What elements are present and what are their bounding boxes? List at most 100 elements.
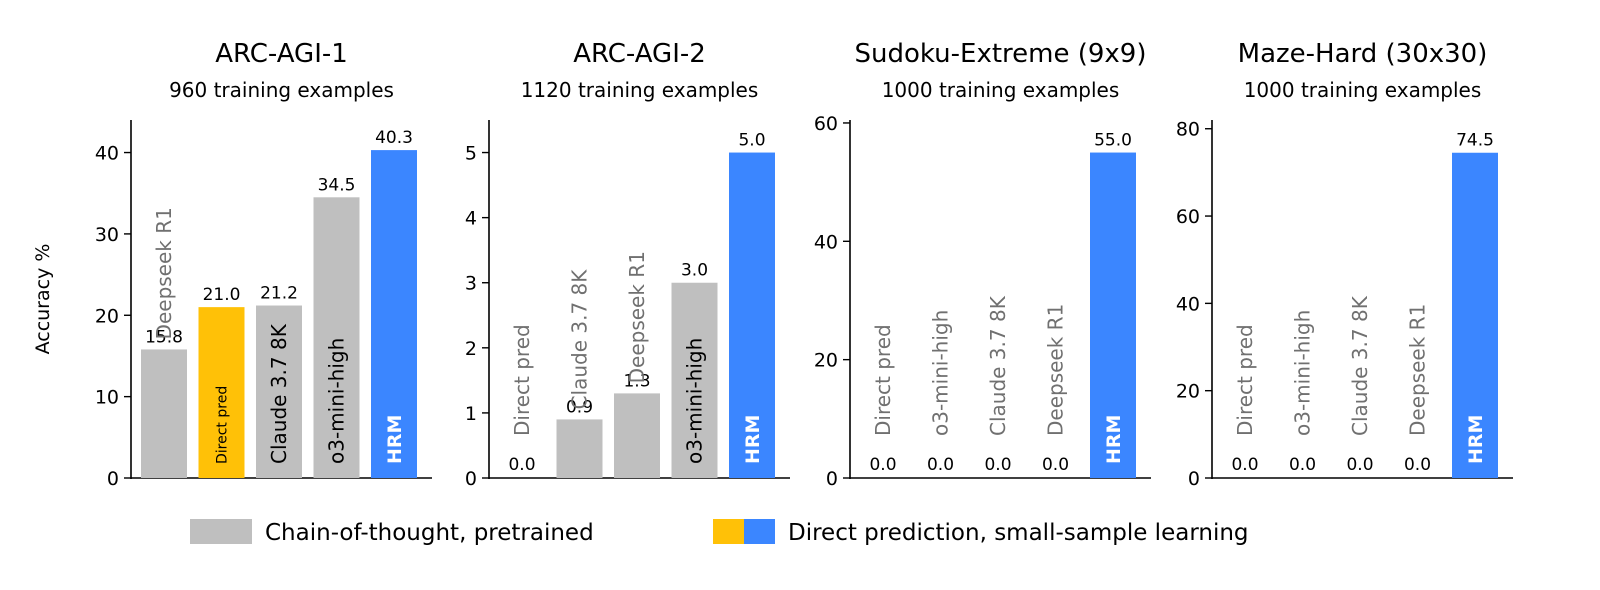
category-label: Direct pred xyxy=(510,324,534,436)
bar-deepseek-r1 xyxy=(614,393,660,478)
category-label: HRM xyxy=(742,415,764,464)
data-label: 0.0 xyxy=(508,455,535,475)
category-label: o3-mini-high xyxy=(929,310,953,436)
data-label: 3.0 xyxy=(681,261,708,281)
panel-maze-hard-30x30: Maze-Hard (30x30) 1000 training examples 0… xyxy=(1176,39,1513,490)
legend-swatch-yellow xyxy=(713,519,744,544)
y-tick-label: 60 xyxy=(1176,206,1200,228)
category-label: Claude 3.7 8K xyxy=(986,295,1010,436)
chart-subtitle: 1000 training examples xyxy=(882,78,1120,102)
bar-group-claude-3-7-8k: 0.0 Claude 3.7 8K xyxy=(1346,295,1373,475)
category-label: Claude 3.7 8K xyxy=(1348,295,1372,436)
data-label: 1.3 xyxy=(623,371,650,391)
data-label: 34.5 xyxy=(318,175,356,195)
bar-hrm xyxy=(729,152,775,478)
category-label: HRM xyxy=(384,415,406,464)
bar-group-direct-pred: 0.0 Direct pred xyxy=(1231,324,1258,475)
bar-group-hrm: 5.0 HRM xyxy=(729,131,775,478)
data-label: 0.9 xyxy=(566,397,593,417)
data-label: 21.2 xyxy=(260,284,298,304)
category-label: HRM xyxy=(1465,415,1487,464)
data-label: 0.0 xyxy=(1346,455,1373,475)
category-label: Deepseek R1 xyxy=(1044,304,1068,436)
bar-hrm xyxy=(1090,152,1136,478)
chart-subtitle: 1000 training examples xyxy=(1244,78,1482,102)
y-tick-label: 40 xyxy=(814,231,838,253)
y-tick-label: 40 xyxy=(1176,293,1200,315)
bar-group-o3-mini-high: 0.0 o3-mini-high xyxy=(927,310,954,475)
data-label: 40.3 xyxy=(375,128,413,148)
legend-swatch-blue xyxy=(744,519,775,544)
category-label: Deepseek R1 xyxy=(152,207,176,339)
legend: Chain-of-thought, pretrained Direct predi… xyxy=(190,519,1249,546)
bar-group-o3-mini-high: 34.5 o3-mini-high xyxy=(313,175,360,478)
data-label: 55.0 xyxy=(1094,131,1132,151)
data-label: 0.0 xyxy=(1231,455,1258,475)
category-label: Claude 3.7 8K xyxy=(267,323,291,464)
category-label: o3-mini-high xyxy=(325,338,349,464)
data-label: 0.0 xyxy=(1042,455,1069,475)
bar-group-direct-pred: 21.0 Direct pred xyxy=(198,285,245,478)
bar-group-deepseek-r1: 0.0 Deepseek R1 xyxy=(1042,304,1069,475)
data-label: 0.0 xyxy=(1289,455,1316,475)
data-label: 0.0 xyxy=(1404,455,1431,475)
data-label: 0.0 xyxy=(984,455,1011,475)
bar-hrm xyxy=(1452,152,1498,478)
y-tick-label: 0 xyxy=(465,468,477,490)
y-tick-label: 0 xyxy=(107,468,119,490)
data-label: 74.5 xyxy=(1456,131,1494,151)
category-label: Direct pred xyxy=(215,386,231,464)
legend-label: Direct prediction, small-sample learning xyxy=(788,520,1249,546)
chart-title: ARC-AGI-2 xyxy=(573,39,706,69)
y-tick-label: 0 xyxy=(1188,468,1200,490)
category-label: Deepseek R1 xyxy=(625,251,649,383)
bar-group-hrm: 55.0 HRM xyxy=(1090,131,1136,478)
y-tick-label: 1 xyxy=(465,403,477,425)
y-tick-label: 20 xyxy=(814,350,838,372)
bar-direct-pred xyxy=(198,307,245,478)
bar-claude-3-7-8k xyxy=(256,305,302,478)
chart-title: Maze-Hard (30x30) xyxy=(1238,39,1488,69)
category-label: HRM xyxy=(1103,415,1125,464)
bar-group-claude-3-7-8k: 21.2 Claude 3.7 8K xyxy=(256,284,302,478)
y-tick-label: 40 xyxy=(95,143,119,165)
y-axis-label: Accuracy % xyxy=(32,244,54,355)
bar-group-o3-mini-high: 0.0 o3-mini-high xyxy=(1289,310,1316,475)
legend-label: Chain-of-thought, pretrained xyxy=(265,520,594,546)
bar-hrm xyxy=(371,150,417,478)
panel-arc-agi-2: ARC-AGI-2 1120 training examples 0 1 2 3 4 5 0.0… xyxy=(465,39,790,490)
category-label: o3-mini-high xyxy=(683,338,707,464)
y-tick-label: 20 xyxy=(1176,381,1200,403)
data-label: 0.0 xyxy=(927,455,954,475)
chart-title: ARC-AGI-1 xyxy=(215,39,348,69)
bar-deepseek-r1 xyxy=(141,349,187,478)
bar-group-claude-3-7-8k: 0.0 Claude 3.7 8K xyxy=(984,295,1011,475)
legend-item-cot: Chain-of-thought, pretrained xyxy=(190,519,594,546)
category-label: o3-mini-high xyxy=(1291,310,1315,436)
data-label: 21.0 xyxy=(203,285,241,305)
y-tick-label: 20 xyxy=(95,305,119,327)
y-tick-label: 10 xyxy=(95,387,119,409)
panel-arc-agi-1: ARC-AGI-1 960 training examples 0 10 20 30 40 A… xyxy=(32,39,432,490)
data-label: 0.0 xyxy=(869,455,896,475)
bar-o3-mini-high xyxy=(671,282,718,478)
category-label: Deepseek R1 xyxy=(1406,304,1430,436)
y-tick-label: 4 xyxy=(465,208,477,230)
data-label: 15.8 xyxy=(145,327,183,347)
category-label: Direct pred xyxy=(1233,324,1257,436)
legend-item-direct: Direct prediction, small-sample learning xyxy=(713,519,1249,546)
chart-subtitle: 960 training examples xyxy=(169,78,394,102)
category-label: Direct pred xyxy=(871,324,895,436)
chart-title: Sudoku-Extreme (9x9) xyxy=(855,39,1147,69)
y-tick-label: 80 xyxy=(1176,119,1200,141)
y-tick-label: 0 xyxy=(826,468,838,490)
bar-group-hrm: 74.5 HRM xyxy=(1452,131,1498,478)
bar-claude-3-7-8k xyxy=(556,419,603,478)
y-tick-label: 5 xyxy=(465,143,477,165)
y-tick-label: 60 xyxy=(814,113,838,135)
category-label: Claude 3.7 8K xyxy=(568,269,592,410)
